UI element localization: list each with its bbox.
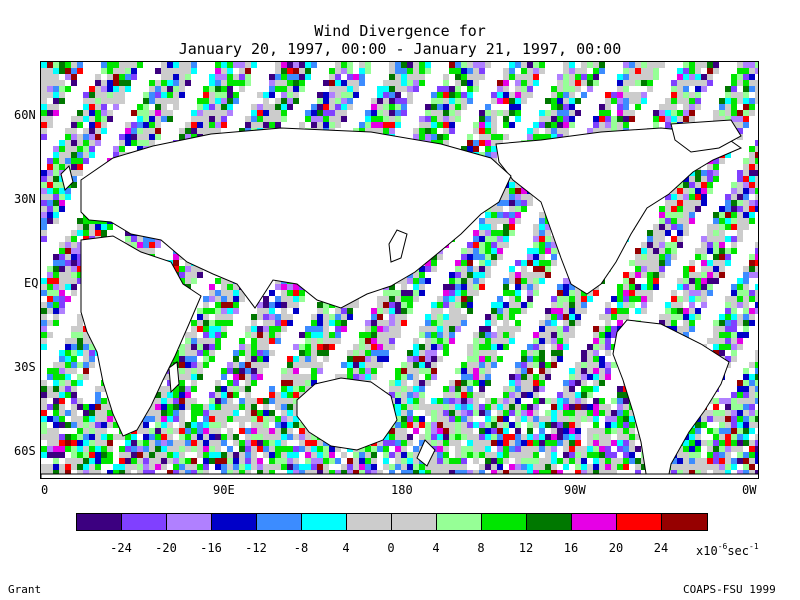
legend-swatch: [257, 514, 302, 530]
australia-landmass: [296, 377, 398, 451]
legend-swatch: [302, 514, 347, 530]
new-zealand-landmass: [416, 439, 436, 467]
lat-label-60s: 60S: [14, 444, 36, 458]
legend-swatch: [662, 514, 707, 530]
legend-swatch: [617, 514, 662, 530]
legend-tick-label: -16: [200, 541, 222, 555]
legend-tick-label: -20: [155, 541, 177, 555]
legend-swatch: [437, 514, 482, 530]
antarctica-landmass: [41, 473, 758, 478]
legend-swatch: [392, 514, 437, 530]
legend-swatch: [347, 514, 392, 530]
lon-label-0: 0: [41, 483, 49, 497]
lon-label-90e: 90E: [213, 483, 235, 497]
madagascar-landmass: [168, 361, 180, 394]
legend-swatch: [572, 514, 617, 530]
uk-landmass: [60, 165, 74, 191]
lat-label-60n: 60N: [14, 108, 36, 122]
organization-credit: COAPS-FSU 1999: [683, 583, 776, 596]
author-credit: Grant: [8, 583, 42, 596]
legend-swatch: [482, 514, 527, 530]
legend-tick-label: -8: [293, 541, 309, 555]
japan-landmass: [388, 229, 408, 263]
legend-tick-label: 12: [518, 541, 534, 555]
legend-tick-label: 20: [608, 541, 624, 555]
legend-swatch: [122, 514, 167, 530]
eurasia-landmass: [80, 127, 512, 309]
legend-swatch: [167, 514, 212, 530]
africa-landmass: [80, 235, 202, 437]
color-legend: [76, 513, 708, 531]
greenland-landmass: [670, 119, 742, 153]
south-america-landmass: [612, 319, 730, 478]
legend-swatch: [77, 514, 122, 530]
divergence-map: [40, 61, 759, 479]
legend-tick-label: 16: [563, 541, 579, 555]
legend-tick-label: 4: [432, 541, 440, 555]
lon-label-0w: 0W: [742, 483, 757, 497]
lat-label-eq: EQ: [24, 276, 39, 290]
legend-tick-label: -24: [110, 541, 132, 555]
legend-tick-label: 8: [477, 541, 485, 555]
legend-swatch: [212, 514, 257, 530]
legend-tick-label: -12: [245, 541, 267, 555]
lon-label-90w: 90W: [564, 483, 586, 497]
map-subtitle-date-range: January 20, 1997, 00:00 - January 21, 19…: [178, 40, 622, 58]
lat-label-30s: 30S: [14, 360, 36, 374]
legend-swatch: [527, 514, 572, 530]
lat-label-30n: 30N: [14, 192, 36, 206]
legend-units: x10-6sec-1: [696, 542, 759, 558]
legend-tick-label: 4: [342, 541, 350, 555]
map-canvas: [41, 62, 758, 478]
lon-label-180: 180: [391, 483, 413, 497]
continent-outlines: [41, 119, 758, 478]
map-title: Wind Divergence for: [314, 22, 486, 40]
legend-tick-label: 0: [387, 541, 395, 555]
legend-tick-label: 24: [653, 541, 669, 555]
